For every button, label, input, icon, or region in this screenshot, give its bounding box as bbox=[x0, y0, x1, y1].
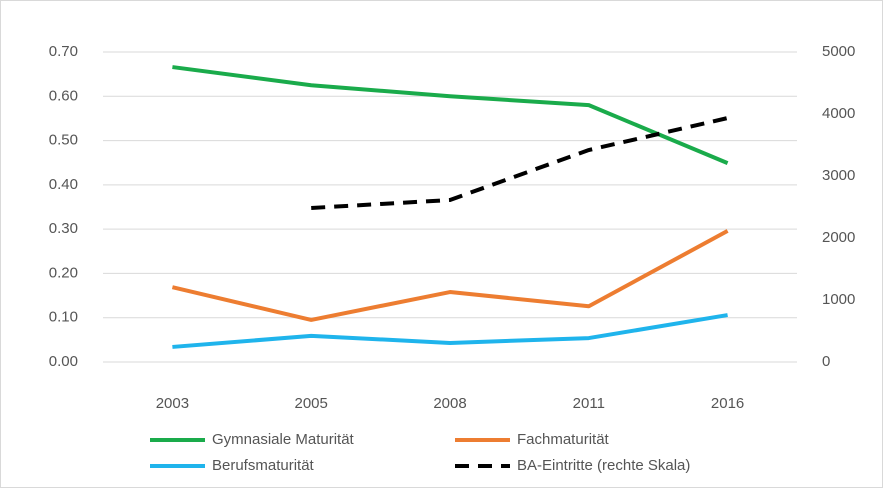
legend-label: Gymnasiale Maturität bbox=[212, 431, 355, 448]
series-line bbox=[171, 229, 729, 322]
x-tick-label: 2005 bbox=[295, 395, 328, 412]
x-tick-label: 2003 bbox=[156, 395, 189, 412]
x-tick-label: 2008 bbox=[433, 395, 466, 412]
legend-label: BA-Eintritte (rechte Skala) bbox=[517, 457, 690, 474]
legend-label: Berufsmaturität bbox=[212, 457, 315, 474]
y2-tick-label: 4000 bbox=[822, 105, 855, 122]
series-line bbox=[172, 313, 728, 349]
y-tick-label: 0.10 bbox=[49, 309, 78, 326]
y-tick-label: 0.40 bbox=[49, 176, 78, 193]
y2-tick-label: 5000 bbox=[822, 43, 855, 60]
y-tick-label: 0.30 bbox=[49, 220, 78, 237]
y-tick-label: 0.00 bbox=[49, 353, 78, 370]
y2-tick-label: 1000 bbox=[822, 291, 855, 308]
y2-tick-label: 3000 bbox=[822, 167, 855, 184]
series-line bbox=[172, 65, 729, 166]
x-tick-label: 2011 bbox=[573, 395, 605, 412]
y-tick-label: 0.60 bbox=[49, 87, 78, 104]
y2-tick-label: 2000 bbox=[822, 229, 855, 246]
legend-label: Fachmaturität bbox=[517, 431, 610, 448]
y-tick-label: 0.70 bbox=[49, 43, 78, 60]
y2-tick-label: 0 bbox=[822, 353, 830, 370]
y-tick-label: 0.20 bbox=[49, 264, 78, 281]
x-tick-label: 2016 bbox=[711, 395, 744, 412]
series-line bbox=[311, 116, 729, 210]
y-tick-label: 0.50 bbox=[49, 132, 78, 149]
